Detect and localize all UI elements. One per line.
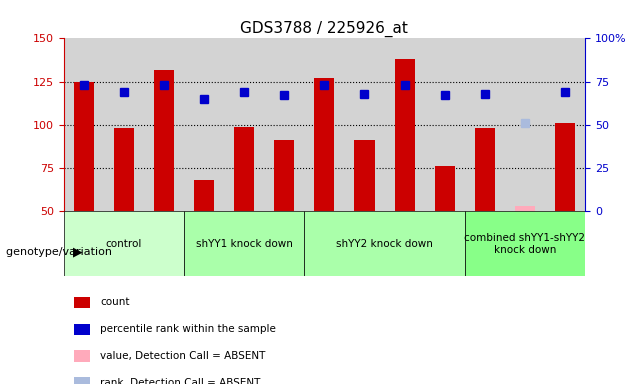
Bar [74, 296, 90, 308]
Text: combined shYY1-shYY2
knock down: combined shYY1-shYY2 knock down [464, 233, 586, 255]
Bar [74, 323, 90, 335]
Bar [345, 38, 385, 211]
Bar [304, 38, 345, 211]
Bar [234, 126, 254, 211]
Bar [545, 38, 585, 211]
Bar [314, 78, 335, 211]
Title: GDS3788 / 225926_at: GDS3788 / 225926_at [240, 21, 408, 37]
Bar [555, 123, 575, 211]
Bar [264, 38, 304, 211]
Bar [385, 38, 425, 211]
Text: shYY1 knock down: shYY1 knock down [196, 239, 293, 249]
Bar [64, 38, 104, 211]
FancyBboxPatch shape [64, 211, 184, 276]
Bar [144, 38, 184, 211]
Bar [104, 38, 144, 211]
Bar [224, 38, 264, 211]
Bar [184, 38, 224, 211]
Bar [515, 206, 535, 211]
Text: value, Detection Call = ABSENT: value, Detection Call = ABSENT [100, 351, 265, 361]
Text: rank, Detection Call = ABSENT: rank, Detection Call = ABSENT [100, 378, 261, 384]
Bar [74, 81, 93, 211]
Bar [74, 350, 90, 362]
Text: shYY2 knock down: shYY2 knock down [336, 239, 433, 249]
Bar [274, 140, 294, 211]
Bar [434, 166, 455, 211]
Text: percentile rank within the sample: percentile rank within the sample [100, 324, 276, 334]
Bar [354, 140, 375, 211]
FancyBboxPatch shape [465, 211, 585, 276]
Bar [194, 180, 214, 211]
Bar [114, 128, 134, 211]
FancyBboxPatch shape [184, 211, 304, 276]
Text: count: count [100, 297, 130, 308]
Text: control: control [106, 239, 142, 249]
Bar [394, 59, 415, 211]
Bar [74, 377, 90, 384]
Bar [505, 38, 545, 211]
Bar [465, 38, 505, 211]
Bar [154, 70, 174, 211]
Bar [425, 38, 465, 211]
Bar [475, 128, 495, 211]
FancyBboxPatch shape [304, 211, 465, 276]
Text: ▶: ▶ [73, 245, 83, 258]
Text: genotype/variation: genotype/variation [6, 247, 116, 257]
